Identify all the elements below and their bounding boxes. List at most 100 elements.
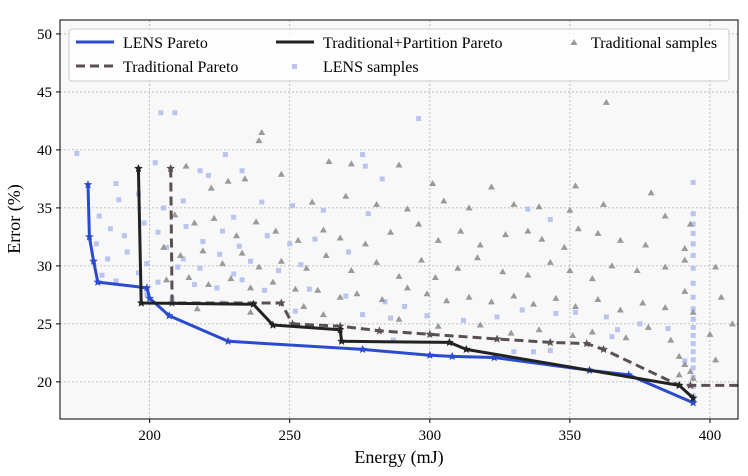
lens-sample-point [259, 199, 265, 205]
lens-sample-point [141, 220, 147, 226]
lens-sample-point [390, 337, 396, 343]
traditional-sample-point [204, 280, 212, 287]
lens-sample-point [360, 152, 366, 158]
lens-sample-point [290, 203, 296, 209]
traditional-sample-point [524, 271, 532, 278]
traditional-sample-point [314, 286, 322, 293]
traditional-partition-pareto-line [136, 168, 695, 400]
lens-sample-point [690, 230, 696, 236]
lens-sample-point [460, 317, 466, 323]
sample-points [74, 98, 736, 399]
traditional-sample-point [434, 322, 442, 329]
lens-sample-point [205, 172, 211, 178]
traditional-sample-point [706, 330, 714, 337]
traditional-pareto-marker [546, 337, 555, 347]
lens-sample-point [547, 217, 553, 222]
lens-sample-point [163, 244, 169, 250]
lens-sample-point [239, 277, 245, 283]
lens-pareto-marker [89, 256, 98, 265]
traditional-sample-point [277, 257, 285, 264]
traditional-sample-point [642, 241, 650, 248]
lens-pareto-marker [425, 350, 435, 359]
lens-pareto-marker [223, 336, 233, 345]
traditional-sample-point [681, 256, 689, 263]
traditional-sample-point [294, 236, 302, 243]
lens-sample-point [99, 272, 105, 278]
traditional-sample-point [336, 234, 344, 241]
lens-sample-point [144, 261, 150, 267]
traditional-sample-point [224, 177, 232, 184]
traditional-sample-point [190, 219, 198, 226]
lens-pareto-marker [358, 344, 367, 353]
lens-sample-point [609, 334, 615, 340]
legend-swatch-lens-samples [292, 64, 297, 69]
traditional-sample-point [524, 227, 532, 234]
traditional-sample-point [569, 331, 577, 338]
traditional-pareto-marker [582, 339, 591, 348]
lens-sample-point [402, 303, 408, 309]
lens-pareto-marker [85, 232, 94, 241]
traditional-sample-point [272, 227, 280, 234]
pareto-lines [83, 164, 738, 407]
lens-sample-point [96, 213, 102, 219]
lens-sample-point [231, 214, 237, 220]
lens-sample-point [158, 110, 164, 116]
traditional-sample-point [538, 235, 546, 242]
traditional-partition-pareto-marker [445, 337, 454, 347]
legend-swatch-traditional-samples [570, 39, 578, 45]
traditional-pareto-marker [492, 334, 502, 343]
lens-sample-point [511, 349, 517, 355]
traditional-sample-point [712, 263, 720, 270]
traditional-pareto-marker [686, 380, 695, 389]
traditional-sample-point [487, 298, 495, 305]
lens-sample-point [236, 243, 242, 249]
lens-sample-point [362, 163, 368, 169]
traditional-pareto-marker [166, 164, 175, 173]
lens-sample-point [603, 314, 609, 320]
traditional-sample-point [269, 278, 277, 285]
lens-sample-point [388, 315, 394, 321]
y-tick-label: 45 [37, 85, 52, 101]
traditional-sample-point [199, 247, 207, 254]
lens-sample-point [93, 241, 99, 247]
legend-label-lens-samples: LENS samples [323, 59, 419, 76]
traditional-sample-point [210, 214, 218, 221]
lens-sample-point [690, 357, 696, 363]
traditional-sample-point [160, 243, 168, 250]
lens-sample-point [276, 268, 282, 274]
lens-sample-point [200, 239, 206, 245]
traditional-sample-point [712, 356, 720, 363]
lens-sample-point [343, 293, 349, 299]
lens-sample-point [175, 264, 181, 270]
lens-sample-point [637, 321, 643, 327]
traditional-sample-point [566, 206, 574, 213]
traditional-sample-point [247, 308, 255, 315]
traditional-sample-point [361, 240, 369, 247]
traditional-sample-point [572, 302, 580, 309]
x-tick-label: 400 [699, 428, 722, 444]
traditional-sample-point [661, 212, 669, 219]
traditional-partition-pareto-marker [462, 344, 471, 353]
traditional-sample-point [689, 374, 697, 381]
traditional-sample-point [728, 320, 736, 327]
traditional-sample-point [465, 293, 473, 300]
lens-pareto-marker [142, 283, 152, 292]
lens-pareto-marker [165, 311, 174, 320]
lens-pareto-marker [145, 293, 154, 302]
lens-sample-point [360, 312, 366, 318]
traditional-partition-pareto-marker [268, 320, 278, 329]
traditional-sample-point [572, 182, 580, 189]
traditional-sample-point [252, 218, 260, 225]
lens-sample-point [690, 316, 696, 322]
traditional-sample-point [336, 293, 344, 300]
traditional-sample-point [322, 251, 330, 258]
traditional-sample-point [429, 180, 437, 187]
lens-sample-point [292, 308, 298, 314]
traditional-sample-point [675, 352, 683, 359]
traditional-sample-point [277, 170, 285, 177]
traditional-sample-point [373, 258, 381, 265]
traditional-sample-point [176, 251, 184, 258]
traditional-sample-point [403, 284, 411, 291]
traditional-sample-point [487, 183, 495, 190]
